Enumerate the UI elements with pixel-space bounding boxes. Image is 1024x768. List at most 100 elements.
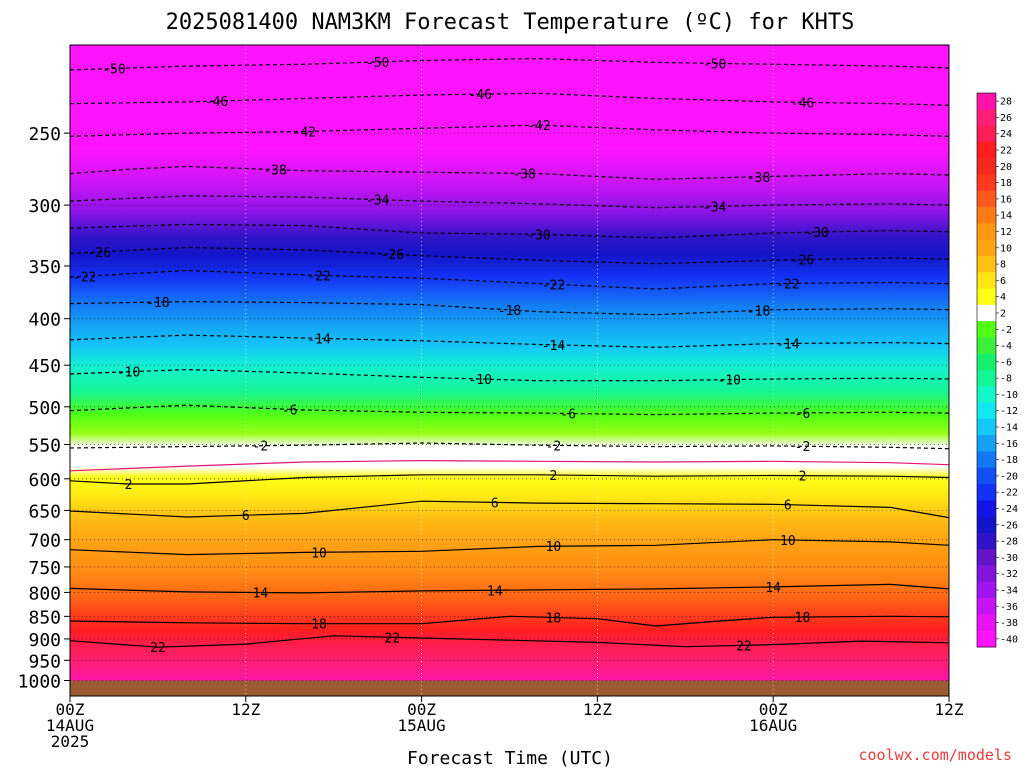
isotherm-label: 6 <box>242 509 250 524</box>
colorbar-swatch <box>977 386 996 404</box>
isotherm-label: 18 <box>546 611 562 626</box>
colorbar-label: -32 <box>1000 569 1018 580</box>
time-tick-label: 00Z <box>407 700 436 719</box>
isotherm-line <box>70 539 949 556</box>
pressure-tick-label: 450 <box>28 356 61 377</box>
time-tick-label: 12Z <box>935 700 964 719</box>
colorbar-swatch <box>977 304 996 322</box>
isotherm-label: 2 <box>550 469 558 484</box>
isotherm-label: -6 <box>282 403 298 418</box>
colorbar-swatch <box>977 370 996 387</box>
colorbar-label: -2 <box>1000 325 1012 336</box>
isotherm-label: 10 <box>780 534 796 549</box>
isotherm-label: -2 <box>253 440 269 455</box>
x-axis-label: Forecast Time (UTC) <box>407 748 613 768</box>
colorbar-swatch <box>977 288 996 306</box>
isotherm-label: -18 <box>498 304 521 319</box>
colorbar-label: -8 <box>1000 374 1012 385</box>
isotherm-label: 22 <box>150 641 166 656</box>
colorbar-label: -30 <box>1000 553 1018 564</box>
isotherm-label: -26 <box>791 254 814 269</box>
isotherm-label: 2 <box>125 478 133 493</box>
isotherm-line <box>70 195 949 209</box>
isotherm-label: -18 <box>146 296 169 311</box>
colorbar-label: 14 <box>1000 211 1012 222</box>
pressure-tick-label: 900 <box>28 630 61 651</box>
pressure-tick-label: 300 <box>28 196 61 217</box>
pressure-tick-label: 600 <box>28 470 61 491</box>
colorbar-label: -38 <box>1000 618 1018 629</box>
pressure-tick-label: 500 <box>28 398 61 419</box>
freezing-line <box>70 459 949 472</box>
isotherm-label: -42 <box>527 119 550 134</box>
isotherm-contours: -50 -50 -50 -46 -46 -46 -42 -42 -38 -38 -38 -34 -34 -… <box>70 56 949 656</box>
colorbar-swatch <box>977 598 996 615</box>
isotherm-line <box>70 246 949 265</box>
pressure-tick-label: 1000 <box>18 672 61 693</box>
isotherm-label: 2 <box>799 470 807 485</box>
time-tick-label: 00Z <box>56 700 85 719</box>
isotherm-label: 18 <box>795 611 811 626</box>
isotherm-label: 6 <box>491 496 499 511</box>
pressure-tick-label: 950 <box>28 651 61 672</box>
isotherm-label: -50 <box>102 62 125 77</box>
isotherm-line <box>70 334 949 348</box>
isotherm-line <box>70 474 949 485</box>
isotherm-label: -26 <box>88 246 111 261</box>
isotherm-label: -38 <box>512 167 535 182</box>
colorbar-swatch <box>977 207 996 224</box>
time-tick-label: 12Z <box>583 700 612 719</box>
isotherm-label: -30 <box>805 226 828 241</box>
chart-title: 2025081400 NAM3KM Forecast Temperature (… <box>166 10 855 35</box>
time-tick-label: 15AUG <box>398 716 446 735</box>
colorbar-label: -12 <box>1000 406 1018 417</box>
temperature-colorbar: 28 26 24 22 20 18 16 14 12 10 8 6 4 2 -2 -4 -6 -8 -10 -12 -1… <box>976 92 1018 648</box>
colorbar-label: -22 <box>1000 488 1018 499</box>
colorbar-label: -26 <box>1000 520 1018 531</box>
isotherm-line <box>70 124 949 137</box>
colorbar-swatch <box>977 418 996 436</box>
colorbar-label: 16 <box>1000 194 1012 205</box>
colorbar-swatch <box>977 272 996 290</box>
credit-text: coolwx.com/models <box>858 746 1012 764</box>
colorbar-label: 18 <box>1000 178 1012 189</box>
temperature-field <box>70 45 949 696</box>
isotherm-label: -10 <box>468 373 491 388</box>
pressure-axis: 2503003504004505005506006507007508008509… <box>18 124 70 693</box>
isotherm-label: 14 <box>487 584 503 599</box>
colorbar-swatch <box>977 93 996 110</box>
colorbar-label: -36 <box>1000 602 1018 613</box>
colorbar-label: 26 <box>1000 113 1012 124</box>
colorbar-label: -6 <box>1000 357 1012 368</box>
colorbar-label: 6 <box>1000 276 1006 287</box>
isotherm-label: 14 <box>765 581 781 596</box>
colorbar-label: 2 <box>1000 308 1006 319</box>
time-tick-label: 00Z <box>759 700 788 719</box>
isotherm-line <box>70 583 949 594</box>
isotherm-label: 22 <box>384 631 400 646</box>
plot-frame <box>69 44 950 697</box>
colorbar-swatch <box>977 565 996 583</box>
colorbar-label: -4 <box>1000 341 1012 352</box>
colorbar-swatch <box>977 174 996 192</box>
isotherm-label: -46 <box>468 88 491 103</box>
colorbar-label: -24 <box>1000 504 1018 515</box>
pressure-tick-label: 750 <box>28 558 61 579</box>
isotherm-label: -30 <box>527 228 550 243</box>
colorbar-label: -40 <box>1000 634 1018 645</box>
isotherm-label: 14 <box>253 587 269 602</box>
colorbar-swatch <box>977 484 996 501</box>
isotherm-label: -46 <box>205 95 228 110</box>
isotherm-label: -14 <box>307 332 331 347</box>
time-grid-lines <box>70 45 949 696</box>
colorbar-swatch <box>977 581 996 599</box>
colorbar-label: -14 <box>1000 423 1018 434</box>
colorbar-swatch <box>977 549 996 567</box>
colorbar-label: 10 <box>1000 243 1012 254</box>
isotherm-label: -26 <box>381 248 404 263</box>
isotherm-label: -6 <box>795 407 811 422</box>
pressure-tick-label: 550 <box>28 435 61 456</box>
pressure-tick-label: 350 <box>28 257 61 278</box>
time-tick-label: 2025 <box>51 732 90 751</box>
